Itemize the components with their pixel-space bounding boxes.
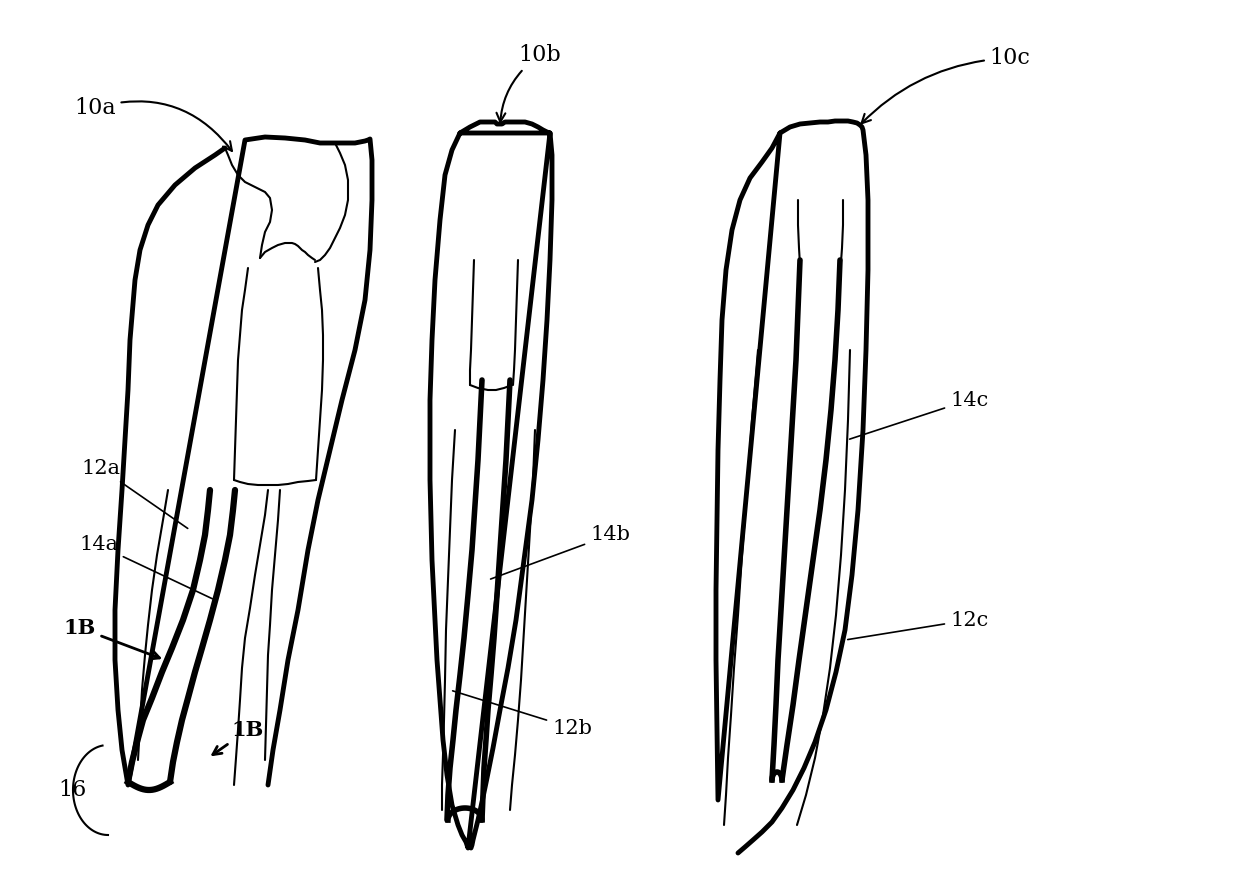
Text: 12a: 12a [81,458,187,528]
Text: 12c: 12c [848,611,988,639]
Text: 14b: 14b [491,526,630,579]
Text: 1B: 1B [213,720,264,755]
Text: 14c: 14c [849,391,988,440]
Text: 1B: 1B [64,618,160,659]
Text: 10a: 10a [74,97,232,151]
Text: 10c: 10c [862,47,1030,123]
Text: 10b: 10b [496,44,562,122]
Text: 12b: 12b [453,691,591,738]
Text: 16: 16 [58,779,86,801]
Text: 14a: 14a [79,535,212,599]
